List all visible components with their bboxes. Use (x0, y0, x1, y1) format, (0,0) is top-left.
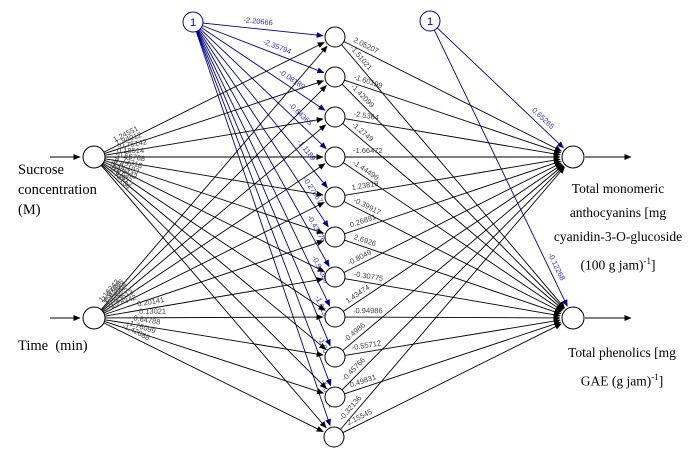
edge (101, 164, 327, 389)
hidden-node-3 (324, 106, 346, 128)
edge (101, 85, 327, 311)
edge (341, 44, 565, 309)
weight-label: 0.26891 (349, 212, 378, 229)
weight-label: 0.18514 (117, 146, 144, 155)
input-sucrose-node (82, 145, 106, 169)
weight-label: -0.94986 (353, 306, 383, 315)
output-phenolics-node (561, 306, 585, 330)
weight-label: -0.64365 (287, 100, 315, 127)
input-sucrose-label-line3: (M) (18, 202, 41, 218)
edge (202, 25, 325, 74)
edge (104, 314, 324, 321)
edge (344, 239, 562, 315)
edge (344, 314, 561, 321)
bias-hidden-node (182, 11, 204, 33)
edge (343, 41, 562, 152)
input-sucrose-label: Sucrose concentration (M) (18, 160, 97, 220)
edge (100, 45, 328, 310)
hidden-node-7 (324, 266, 346, 288)
edge (436, 27, 564, 149)
bias-output-symbol: 1 (427, 16, 433, 28)
output-anthocyanins-line3: cyanidin-3-O-glucoside (553, 229, 683, 244)
edge (199, 28, 327, 150)
edge (344, 278, 561, 318)
edge (104, 320, 325, 395)
edge (343, 162, 563, 312)
edge (343, 162, 562, 273)
weight-label: 0.64788 (133, 313, 161, 326)
weight-label: -2.5364 (353, 109, 380, 122)
edge (341, 165, 565, 391)
edge (195, 31, 331, 427)
output-phenolics-label: Total phenolics [mg GAE (g jam)-1] (540, 341, 699, 394)
edge (100, 165, 327, 429)
output-phenolics-line2: GAE (g jam)-1] (580, 372, 664, 389)
edge (103, 201, 325, 314)
hidden-node-1 (324, 26, 346, 48)
output-anthocyanins-line2: anthocyanins [mg (569, 205, 667, 220)
edge (344, 118, 561, 157)
edge (433, 29, 568, 307)
bias-output-node (419, 10, 441, 32)
edge (102, 162, 326, 311)
input-time-label-line1: Time (min) (18, 338, 88, 354)
edge (344, 321, 562, 395)
edge (196, 30, 331, 307)
weight-label: -1.44496 (351, 158, 381, 182)
edge (342, 123, 564, 310)
weight-label: 0.13021 (139, 307, 166, 316)
weight-label: 2.6926 (353, 232, 378, 248)
edge (344, 160, 562, 235)
hidden-node-6 (324, 226, 346, 248)
hidden-node-10 (324, 386, 346, 408)
output-phenolics-line1: Total phenolics [mg (568, 345, 676, 360)
output-anthocyanins-node (561, 145, 585, 169)
output-anthocyanins-line4: (100 g jam)-1] (580, 256, 656, 273)
output-anthocyanins-line1: Total monomeric (571, 181, 665, 196)
hidden-node-8 (324, 306, 346, 328)
edge (343, 201, 562, 313)
edge (102, 163, 326, 313)
hidden-node-5 (324, 186, 346, 208)
edge (344, 157, 561, 196)
input-time-node (82, 306, 106, 330)
edge (104, 277, 324, 317)
weight-label: -2.35794 (262, 37, 293, 56)
edge (102, 124, 327, 312)
edge (342, 323, 562, 433)
edge (103, 322, 324, 433)
edge (344, 318, 561, 356)
bias-hidden-symbol: 1 (190, 17, 196, 29)
hidden-node-4 (324, 146, 346, 168)
hidden-node-2 (324, 66, 346, 88)
output-anthocyanins-label: Total monomeric anthocyanins [mg cyanidi… (536, 177, 699, 278)
edge (202, 22, 324, 39)
input-time-label: Time (min) (18, 296, 88, 396)
weight-label: 0.65265 (530, 106, 556, 131)
edge (196, 31, 332, 387)
edge (198, 29, 328, 189)
edge (342, 165, 564, 351)
edge (196, 31, 331, 347)
edge (341, 83, 565, 310)
edge (104, 319, 324, 358)
edge (104, 240, 325, 315)
hidden-node-11 (323, 426, 345, 448)
edge (343, 163, 563, 312)
input-sucrose-label-line1: Sucrose (18, 162, 64, 178)
hidden-node-9 (324, 346, 346, 368)
weight-label: -1.66472 (353, 146, 383, 155)
input-sucrose-label-line2: concentration (18, 182, 97, 198)
weight-label: 0.20141 (137, 295, 165, 308)
edge (344, 79, 562, 154)
edge (103, 41, 325, 153)
edge (340, 166, 565, 430)
weight-label: -2.20666 (243, 15, 273, 27)
edge (201, 27, 326, 111)
edge (102, 163, 327, 350)
